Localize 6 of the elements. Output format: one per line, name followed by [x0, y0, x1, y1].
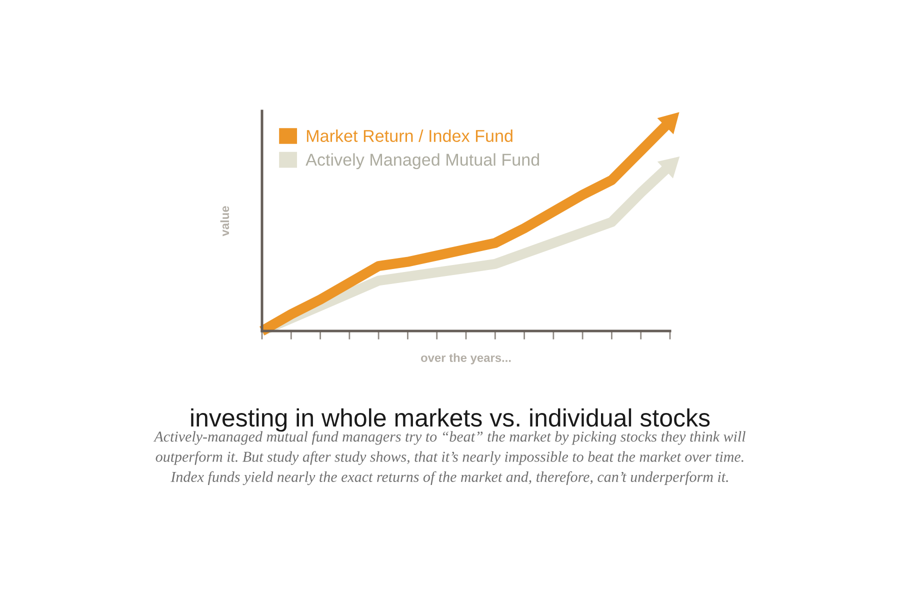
x-axis-title: over the years...: [420, 353, 511, 364]
legend-label: Market Return / Index Fund: [306, 129, 512, 142]
y-axis-title: value: [220, 206, 230, 236]
legend-label: Actively Managed Mutual Fund: [306, 153, 540, 170]
text: Actively-managed mutual fund managers try to “beat” the market by picking stocks they think will outperform it. But study after study shows, that it’s nearly impossible to beat the market over time. Index funds yield nearly the exact returns of the market and, therefore, can’t underperform it.: [153, 431, 746, 486]
text: investing in whole markets vs. individual stocks: [191, 408, 710, 432]
